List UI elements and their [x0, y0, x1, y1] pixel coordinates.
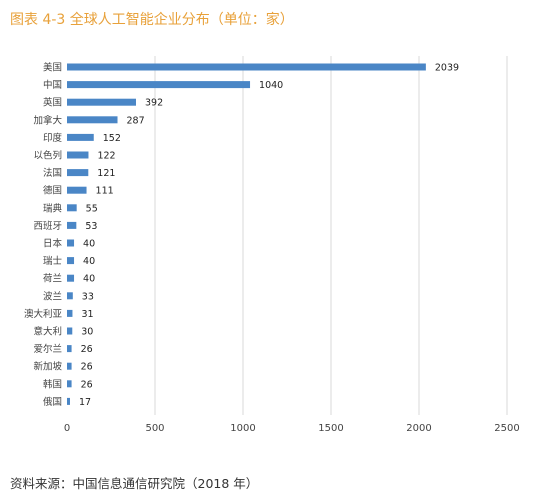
bar [67, 98, 136, 106]
bar [67, 397, 70, 405]
x-tick-label: 0 [64, 423, 70, 434]
bar-chart: 美国中国英国加拿大印度以色列法国德国瑞典西班牙日本瑞士荷兰波兰澳大利亚意大利爱尔… [0, 50, 547, 440]
bar [67, 380, 72, 388]
bar [67, 345, 72, 353]
category-label: 新加坡 [33, 361, 62, 373]
data-label: 55 [86, 203, 98, 214]
category-label: 日本 [43, 238, 63, 250]
bar [67, 257, 75, 265]
data-label: 30 [81, 327, 93, 338]
bar [67, 116, 118, 124]
bars [67, 63, 426, 405]
data-label: 33 [82, 291, 94, 302]
category-labels: 美国中国英国加拿大印度以色列法国德国瑞典西班牙日本瑞士荷兰波兰澳大利亚意大利爱尔… [24, 62, 63, 408]
category-label: 瑞士 [43, 255, 63, 267]
bar [67, 81, 251, 89]
x-tick-label: 1500 [318, 423, 343, 434]
bar [67, 362, 72, 370]
category-label: 美国 [43, 62, 62, 74]
category-label: 德国 [43, 185, 62, 197]
bar [67, 151, 89, 159]
category-label: 瑞典 [43, 202, 63, 214]
data-label: 53 [85, 221, 97, 232]
bar [67, 327, 73, 335]
data-label: 121 [97, 168, 115, 179]
x-tick-label: 1000 [230, 423, 255, 434]
category-label: 爱尔兰 [33, 343, 62, 355]
data-label: 26 [81, 379, 93, 390]
bar-chart-svg: 美国中国英国加拿大印度以色列法国德国瑞典西班牙日本瑞士荷兰波兰澳大利亚意大利爱尔… [24, 56, 520, 434]
data-label: 26 [81, 362, 93, 373]
figure-title: 图表 4-3 全球人工智能企业分布（单位：家） [10, 12, 294, 28]
data-label: 1040 [259, 80, 283, 91]
bar [67, 133, 94, 141]
data-label: 287 [127, 115, 145, 126]
data-label: 152 [103, 133, 121, 144]
data-label: 17 [79, 397, 91, 408]
bar [67, 63, 426, 71]
bar [67, 274, 75, 282]
data-label: 40 [83, 256, 95, 267]
category-label: 西班牙 [33, 220, 62, 232]
data-label: 111 [96, 186, 114, 197]
data-label: 122 [97, 151, 115, 162]
data-label: 2039 [435, 63, 459, 74]
bar [67, 186, 87, 194]
bar [67, 309, 73, 317]
category-label: 英国 [43, 97, 62, 109]
bar [67, 221, 77, 229]
source-note: 资料来源：中国信息通信研究院（2018 年） [10, 476, 259, 491]
category-label: 澳大利亚 [24, 308, 63, 320]
grid-lines [154, 56, 508, 415]
category-label: 意大利 [33, 326, 62, 338]
category-label: 中国 [43, 79, 62, 91]
bar [67, 292, 73, 300]
category-label: 印度 [43, 132, 63, 144]
x-tick-label: 2500 [494, 423, 519, 434]
category-label: 加拿大 [33, 114, 62, 126]
bar [67, 169, 89, 177]
bar [67, 239, 75, 247]
category-label: 以色列 [33, 150, 62, 162]
category-label: 荷兰 [43, 273, 62, 285]
bar [67, 204, 77, 212]
category-label: 法国 [43, 167, 62, 179]
category-label: 俄国 [43, 396, 62, 408]
category-label: 韩国 [43, 378, 62, 390]
data-label: 40 [83, 239, 95, 250]
data-label: 40 [83, 274, 95, 285]
x-tick-label: 500 [145, 423, 164, 434]
data-label: 31 [81, 309, 93, 320]
data-label: 392 [145, 98, 163, 109]
data-label: 26 [81, 344, 93, 355]
x-tick-label: 2000 [406, 423, 431, 434]
x-tick-labels: 0 500 1000 1500 2000 2500 [64, 423, 520, 434]
category-label: 波兰 [43, 290, 62, 302]
